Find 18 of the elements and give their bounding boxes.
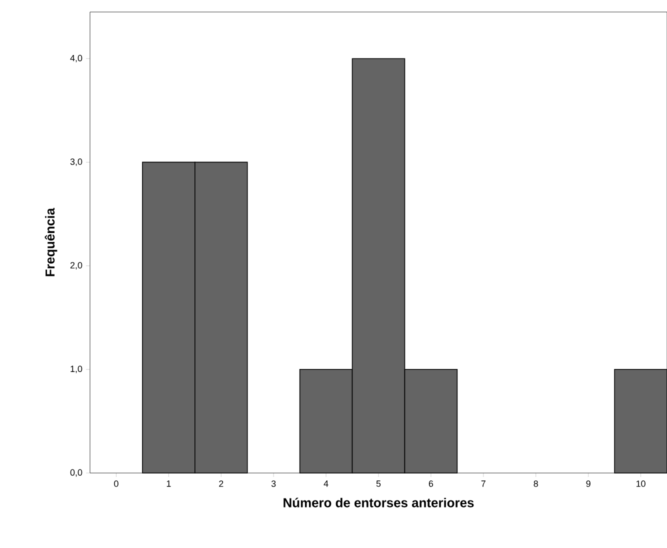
y-tick-label: 4,0 [70, 54, 82, 62]
y-tick-label: 2,0 [70, 262, 82, 270]
x-tick-label: 0 [114, 480, 118, 487]
y-tick-label: 1,0 [70, 366, 82, 374]
x-tick-label: 7 [481, 480, 486, 487]
y-tick-label: 3,0 [70, 158, 82, 166]
y-tick-label: 0,0 [70, 469, 82, 477]
x-axis-title: Número de entorses anteriores [284, 498, 474, 508]
x-tick-label: 2 [219, 480, 224, 487]
x-tick-label: 8 [534, 480, 538, 487]
y-axis-title: Frequência [44, 208, 58, 276]
x-tick-label: 1 [166, 480, 171, 487]
x-tick-label: 6 [428, 480, 434, 487]
x-tick-label: 10 [636, 480, 646, 487]
x-tick-label: 5 [376, 480, 381, 487]
x-tick-label: 4 [324, 480, 328, 487]
x-tick-label: 9 [586, 480, 590, 487]
x-tick-label: 3 [271, 480, 276, 487]
